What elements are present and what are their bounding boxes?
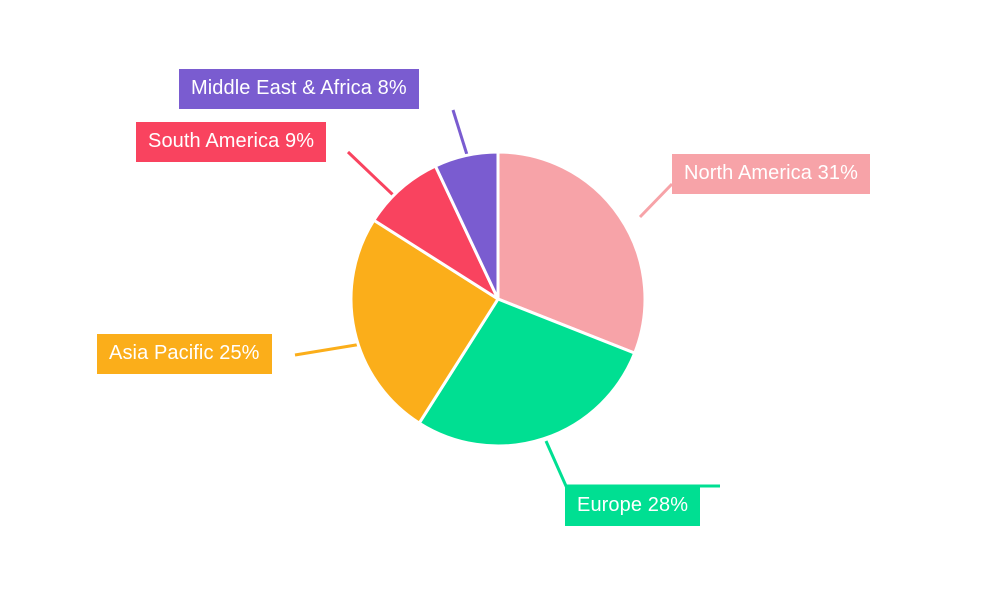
pie-slice-asia-pacific[interactable]	[349, 218, 500, 425]
pie-slice-middle-east-africa[interactable]	[433, 150, 500, 301]
pie-slice-group	[349, 150, 647, 448]
leader-line-north-america	[638, 182, 674, 219]
pie-slice-north-america[interactable]	[496, 150, 647, 355]
pie-slice-south-america[interactable]	[372, 164, 500, 301]
pie-slice-europe[interactable]	[417, 297, 637, 448]
leader-line-asia-pacific	[294, 342, 363, 357]
callout-label-middle-east-africa[interactable]: Middle East & Africa 8%	[179, 69, 419, 109]
callout-label-south-america[interactable]: South America 9%	[136, 122, 327, 162]
leader-line-europe	[544, 440, 720, 488]
leader-line-middle-east-africa	[451, 109, 470, 159]
callout-label-north-america[interactable]: North America 31%	[672, 154, 870, 194]
callout-label-europe[interactable]: Europe 28%	[565, 486, 701, 526]
callout-label-asia-pacific[interactable]: Asia Pacific 25%	[97, 334, 272, 374]
